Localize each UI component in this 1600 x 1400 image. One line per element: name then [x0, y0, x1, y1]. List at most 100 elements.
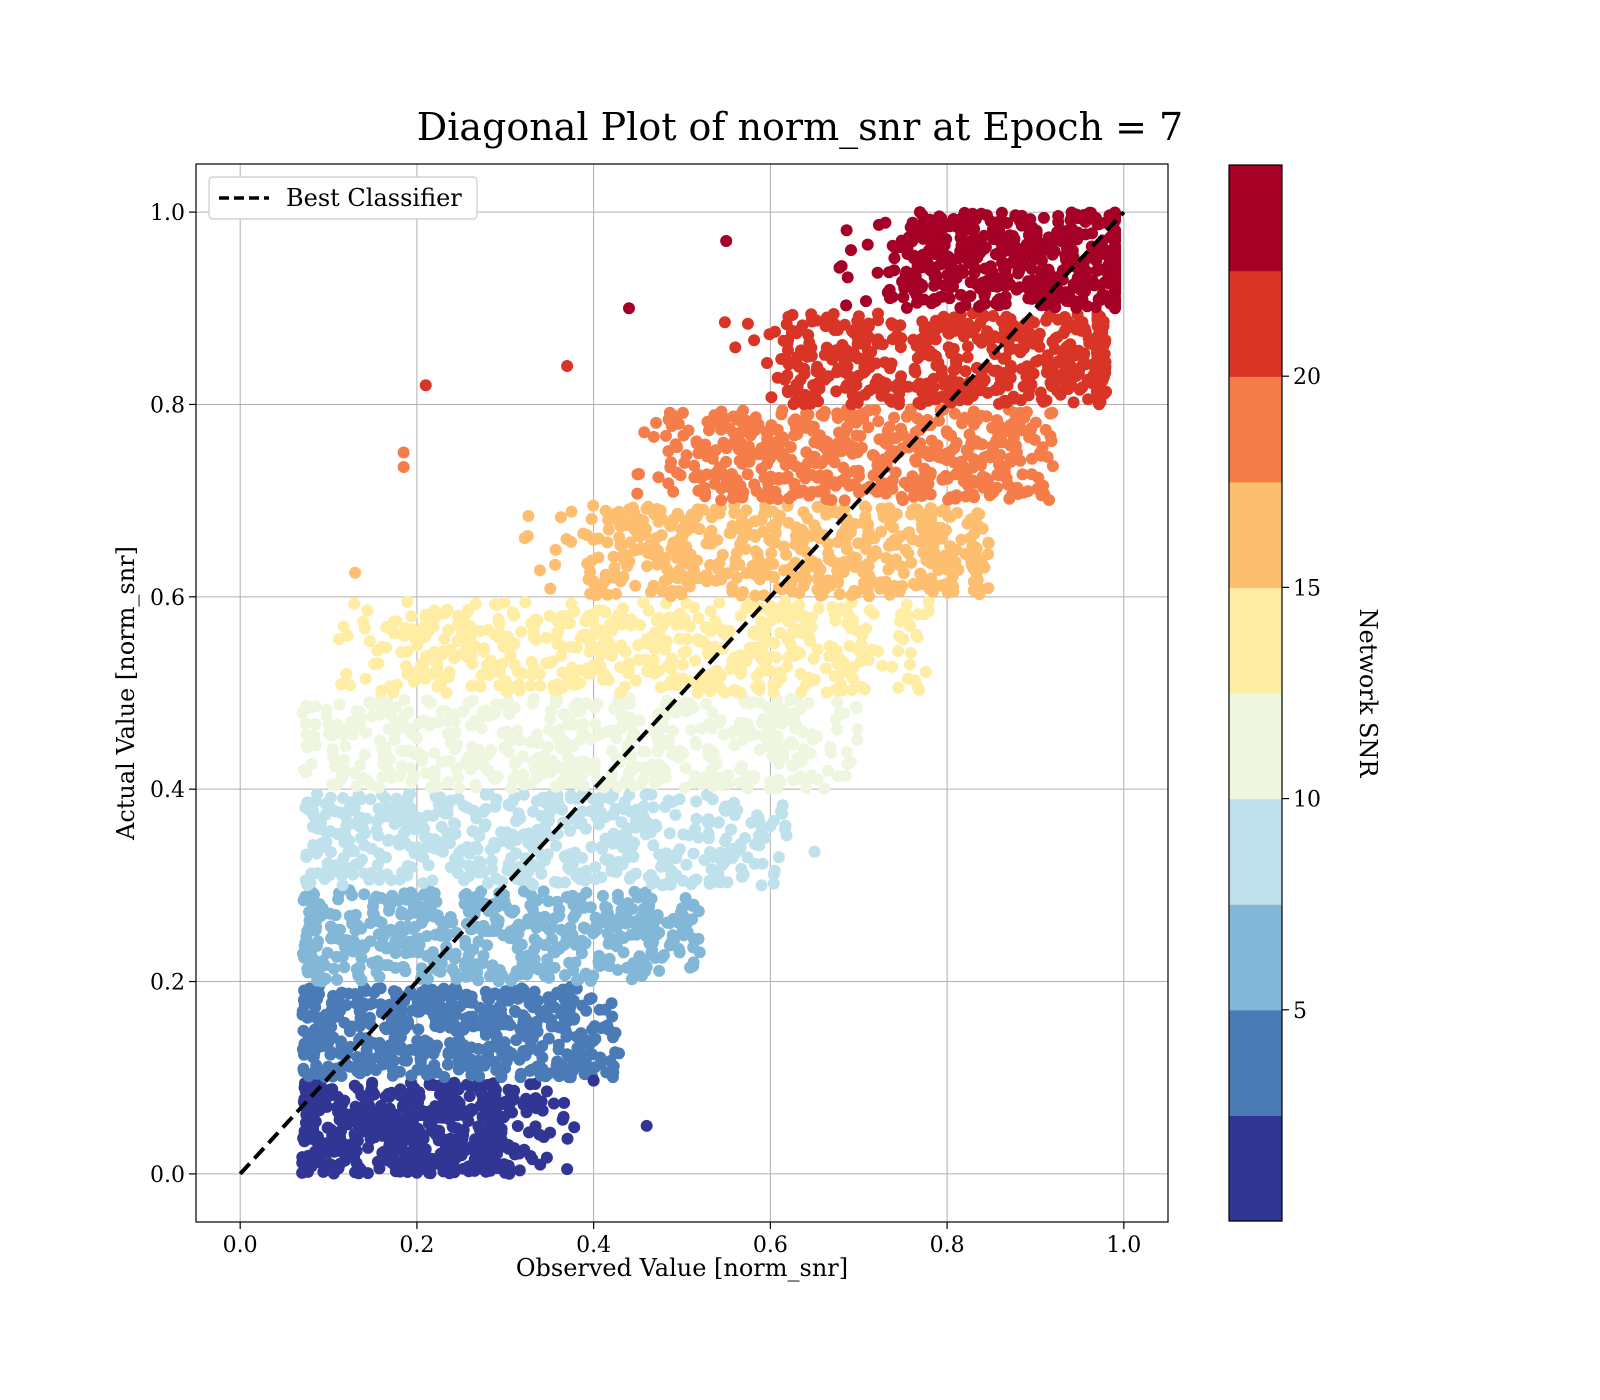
scatter-point — [382, 835, 395, 847]
scatter-point — [620, 519, 633, 532]
scatter-point — [326, 1002, 339, 1015]
scatter-point — [453, 781, 466, 794]
scatter-point — [666, 929, 679, 942]
scatter-point — [483, 993, 496, 1006]
scatter-point — [314, 1091, 327, 1104]
scatter-point — [960, 444, 973, 457]
scatter-point — [625, 764, 638, 777]
scatter-point — [589, 717, 601, 730]
scatter-point — [699, 621, 712, 634]
scatter-point — [587, 499, 600, 512]
scatter-point — [370, 890, 383, 903]
scatter-point — [712, 867, 725, 880]
scatter-point — [717, 728, 730, 741]
scatter-point — [861, 238, 874, 251]
scatter-point — [701, 814, 714, 827]
scatter-point — [373, 1041, 386, 1054]
scatter-point — [613, 1047, 625, 1060]
scatter-point — [729, 341, 742, 354]
scatter-point — [355, 1089, 368, 1102]
scatter-point — [779, 823, 791, 836]
scatter-point — [886, 319, 899, 332]
scatter-point — [409, 1044, 422, 1056]
scatter-point — [659, 800, 672, 813]
scatter-point — [508, 757, 521, 770]
scatter-point — [350, 944, 363, 957]
scatter-point — [495, 1069, 508, 1082]
scatter-point — [690, 873, 703, 886]
scatter-point — [452, 771, 465, 784]
scatter-point — [978, 561, 991, 574]
scatter-point — [444, 1021, 457, 1034]
scatter-point — [687, 847, 700, 860]
scatter-point — [1014, 346, 1027, 359]
scatter-point — [535, 809, 548, 822]
scatter-point — [319, 797, 332, 810]
scatter-point — [419, 630, 432, 643]
scatter-point — [680, 858, 693, 871]
scatter-point — [340, 668, 353, 680]
scatter-point — [797, 394, 810, 407]
scatter-point — [688, 459, 701, 472]
scatter-point — [923, 539, 936, 551]
scatter-point — [650, 820, 663, 833]
scatter-point — [840, 379, 853, 392]
scatter-point — [910, 628, 923, 641]
scatter-point — [358, 888, 371, 901]
scatter-point — [615, 639, 628, 652]
scatter-point — [338, 961, 351, 974]
scatter-point — [438, 632, 451, 645]
scatter-point — [750, 680, 763, 693]
scatter-point — [829, 683, 842, 696]
scatter-point — [515, 625, 527, 638]
scatter-point — [412, 717, 425, 730]
scatter-point — [405, 988, 418, 1001]
scatter-point — [396, 1004, 408, 1017]
scatter-point — [925, 576, 938, 589]
scatter-point — [461, 651, 474, 664]
scatter-point — [468, 1144, 481, 1157]
scatter-point — [477, 805, 490, 818]
scatter-point — [669, 616, 682, 629]
scatter-point — [319, 1139, 332, 1151]
scatter-point — [753, 743, 766, 756]
scatter-point — [942, 314, 955, 327]
scatter-point — [639, 528, 652, 541]
scatter-point — [1076, 318, 1088, 331]
scatter-point — [838, 494, 851, 507]
scatter-point — [593, 949, 605, 962]
scatter-point — [894, 615, 907, 628]
scatter-point — [614, 539, 627, 552]
scatter-point — [800, 782, 813, 795]
scatter-point — [808, 450, 821, 463]
scatter-point — [383, 900, 396, 913]
scatter-point — [309, 718, 322, 731]
scatter-point — [1033, 447, 1046, 460]
scatter-point — [429, 928, 442, 941]
scatter-point — [827, 308, 840, 320]
scatter-point — [688, 769, 701, 782]
scatter-point — [656, 734, 669, 747]
scatter-point — [627, 729, 640, 742]
scatter-point — [667, 409, 680, 422]
scatter-point — [510, 771, 523, 784]
scatter-point — [690, 812, 703, 825]
scatter-point — [982, 537, 995, 550]
scatter-point — [401, 595, 414, 608]
scatter-point — [395, 908, 408, 921]
scatter-point — [869, 403, 882, 416]
scatter-point — [829, 713, 842, 726]
scatter-point — [440, 686, 453, 699]
scatter-point — [647, 664, 660, 676]
scatter-point — [435, 648, 448, 661]
scatter-point — [361, 604, 374, 617]
scatter-point — [692, 484, 705, 497]
scatter-point — [430, 1111, 443, 1124]
scatter-point — [977, 479, 990, 492]
scatter-point — [373, 1162, 386, 1175]
scatter-point — [930, 359, 943, 372]
scatter-point — [797, 743, 810, 756]
scatter-point — [631, 487, 644, 500]
scatter-point — [401, 793, 414, 806]
scatter-point — [772, 773, 785, 786]
